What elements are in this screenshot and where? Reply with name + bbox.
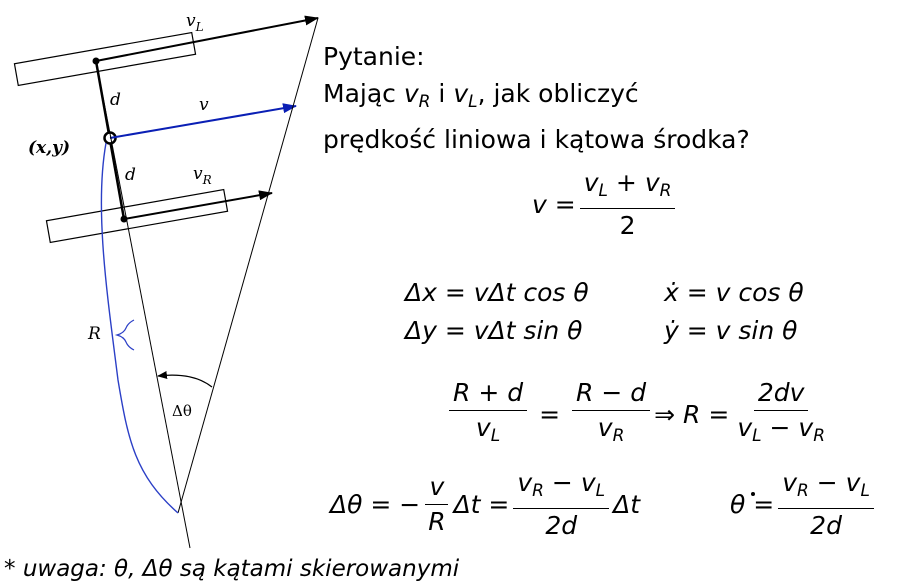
question-block: Pytanie: Mając vR i vL, jak obliczyć prę… xyxy=(323,38,750,158)
line-icr-to-left-wheel xyxy=(95,60,191,549)
d-bottom-label: d xyxy=(125,165,136,185)
formula-delta-theta: Δθ = − v R Δt = vR − vL 2d Δt xyxy=(330,468,641,540)
v-label: v xyxy=(199,95,209,115)
vr-vector xyxy=(123,190,273,220)
vl-vector xyxy=(95,15,319,62)
radius-curve xyxy=(100,142,179,514)
v-vector xyxy=(109,103,297,139)
question-line-1: Mając vR i vL, jak obliczyć xyxy=(323,79,639,112)
angle-label: Δθ xyxy=(172,402,192,420)
footnote: * uwaga: θ, Δθ są kątami skierowanymi xyxy=(4,556,460,582)
vl-label: vL xyxy=(186,11,204,34)
velocity-fraction: vL + vR 2 xyxy=(579,168,676,241)
vr-label: vR xyxy=(193,164,212,187)
center-label: (x,y) xyxy=(28,138,70,158)
radius-brace xyxy=(114,319,135,351)
formula-x-dot: ẋ = v cos θ xyxy=(664,278,804,307)
formula-velocity: v = vL + vR 2 xyxy=(532,168,679,241)
formula-delta-x: Δx = vΔt cos θ xyxy=(405,278,589,307)
formula-radius: R + d vL = R − d vR ⇒ R = 2dv vL − vR xyxy=(445,378,833,451)
formula-theta-dot: θ = vR − vL 2d xyxy=(730,468,878,541)
formula-y-dot: ẏ = v sin θ xyxy=(664,316,798,345)
question-title: Pytanie: xyxy=(323,42,425,71)
question-line-2: prędkość liniowa i kątowa środka? xyxy=(323,124,750,154)
d-top-label: d xyxy=(110,90,121,110)
formula-delta-y: Δy = vΔt sin θ xyxy=(405,316,583,345)
line-icr-to-vl-tip xyxy=(177,17,319,514)
radius-label: R xyxy=(87,324,101,344)
angle-arc xyxy=(157,371,213,388)
